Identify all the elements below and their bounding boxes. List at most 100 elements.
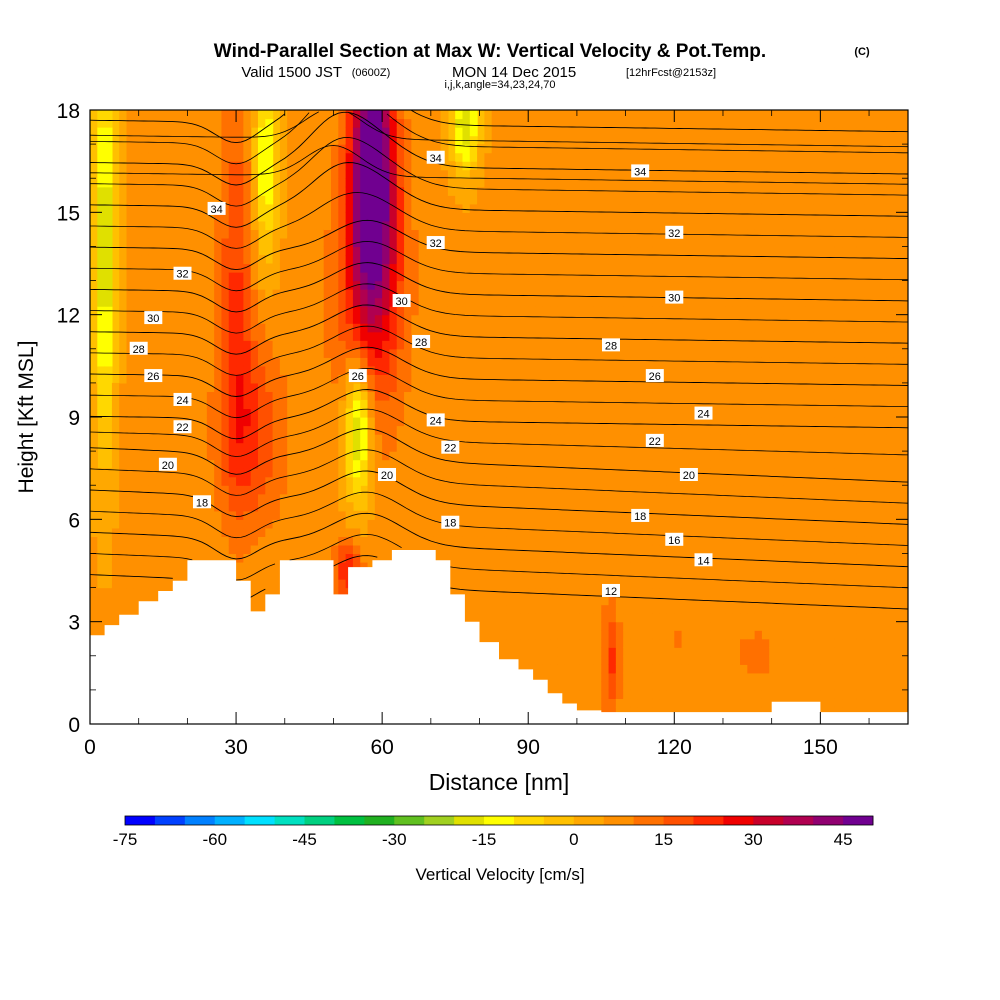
vv-cell <box>228 510 237 520</box>
vv-cell <box>601 382 610 393</box>
vv-cell <box>564 672 573 682</box>
vv-cell <box>513 579 522 589</box>
vv-cell <box>170 229 179 239</box>
vv-cell <box>141 510 150 520</box>
vv-cell <box>279 178 288 188</box>
vv-cell <box>593 655 602 665</box>
vv-cell <box>564 340 573 350</box>
vv-cell <box>206 331 215 341</box>
vv-cell <box>477 596 485 606</box>
vv-cell <box>593 186 602 196</box>
vv-cell <box>301 144 310 154</box>
vv-cell <box>586 476 595 486</box>
vv-cell <box>411 203 420 213</box>
vv-cell <box>557 536 566 546</box>
vv-cell <box>265 579 274 589</box>
vv-cell <box>367 306 376 316</box>
vv-cell <box>155 340 164 350</box>
vv-cell <box>418 135 427 145</box>
vv-cell <box>323 212 332 222</box>
vv-cell <box>484 621 493 631</box>
vv-cell <box>601 579 610 589</box>
vv-cell <box>287 408 296 418</box>
vv-cell <box>170 527 179 537</box>
vv-cell <box>520 596 529 606</box>
vv-cell <box>542 536 551 546</box>
vv-cell <box>374 493 383 503</box>
vv-cell <box>192 110 201 120</box>
vv-cell <box>323 544 332 555</box>
vv-cell <box>228 399 237 410</box>
vv-cell <box>338 510 347 520</box>
vv-cell <box>236 272 244 282</box>
vv-cell <box>367 323 376 333</box>
vv-cell <box>90 468 98 478</box>
vv-cell <box>513 169 522 179</box>
vv-cell <box>535 374 544 384</box>
vv-cell <box>550 561 559 572</box>
vv-cell <box>170 485 179 495</box>
vv-cell <box>542 220 551 230</box>
vv-cell <box>148 144 157 154</box>
vv-cell <box>345 527 354 537</box>
vv-cell <box>170 434 179 444</box>
vv-cell <box>352 510 361 520</box>
vv-cell <box>119 195 128 205</box>
vv-cell <box>294 442 303 452</box>
vv-cell <box>484 570 493 580</box>
vv-cell <box>557 331 566 341</box>
vv-cell <box>418 161 427 171</box>
vv-cell <box>440 297 449 307</box>
vv-cell <box>389 459 398 469</box>
vv-cell <box>425 357 434 367</box>
vv-cell <box>433 374 442 384</box>
vv-cell <box>192 382 201 393</box>
vv-cell <box>535 297 544 307</box>
vv-cell <box>418 399 427 410</box>
vv-cell <box>192 135 201 145</box>
vv-cell <box>199 442 208 452</box>
vv-cell <box>141 485 150 495</box>
vv-cell <box>338 417 347 427</box>
vv-cell <box>301 544 310 555</box>
vv-cell <box>192 118 201 128</box>
vv-cell <box>418 357 427 367</box>
vv-cell <box>396 408 405 418</box>
vv-cell <box>265 527 274 537</box>
vv-cell <box>155 502 164 512</box>
vv-cell <box>469 254 478 265</box>
vv-cell <box>513 323 522 333</box>
vv-cell <box>279 272 288 282</box>
vv-cell <box>367 519 376 529</box>
vv-cell <box>360 289 369 299</box>
vv-cell <box>440 314 449 324</box>
vv-cell <box>528 647 537 657</box>
vv-cell <box>323 178 332 188</box>
vv-cell <box>111 382 120 393</box>
vv-cell <box>338 502 347 512</box>
vv-cell <box>564 127 573 137</box>
vv-cell <box>389 425 398 435</box>
vv-cell <box>477 323 485 333</box>
vv-cell <box>506 135 515 145</box>
vv-cell <box>163 570 171 580</box>
vv-cell <box>469 553 478 563</box>
vv-cell <box>352 527 361 537</box>
vv-cell <box>601 229 610 239</box>
vv-cell <box>352 331 361 341</box>
vv-cell <box>477 357 485 367</box>
vv-cell <box>192 289 201 299</box>
vv-cell <box>279 442 288 452</box>
vv-cell <box>360 357 369 367</box>
vv-cell <box>104 519 113 529</box>
vv-cell <box>550 365 559 375</box>
vv-cell <box>155 110 164 120</box>
vv-cell <box>513 212 522 222</box>
vv-cell <box>352 340 361 350</box>
vv-cell <box>221 280 230 290</box>
vv-cell <box>469 280 478 290</box>
vv-cell <box>141 544 150 555</box>
vv-cell <box>579 613 588 623</box>
vv-cell <box>199 408 208 418</box>
vv-cell <box>528 417 537 427</box>
